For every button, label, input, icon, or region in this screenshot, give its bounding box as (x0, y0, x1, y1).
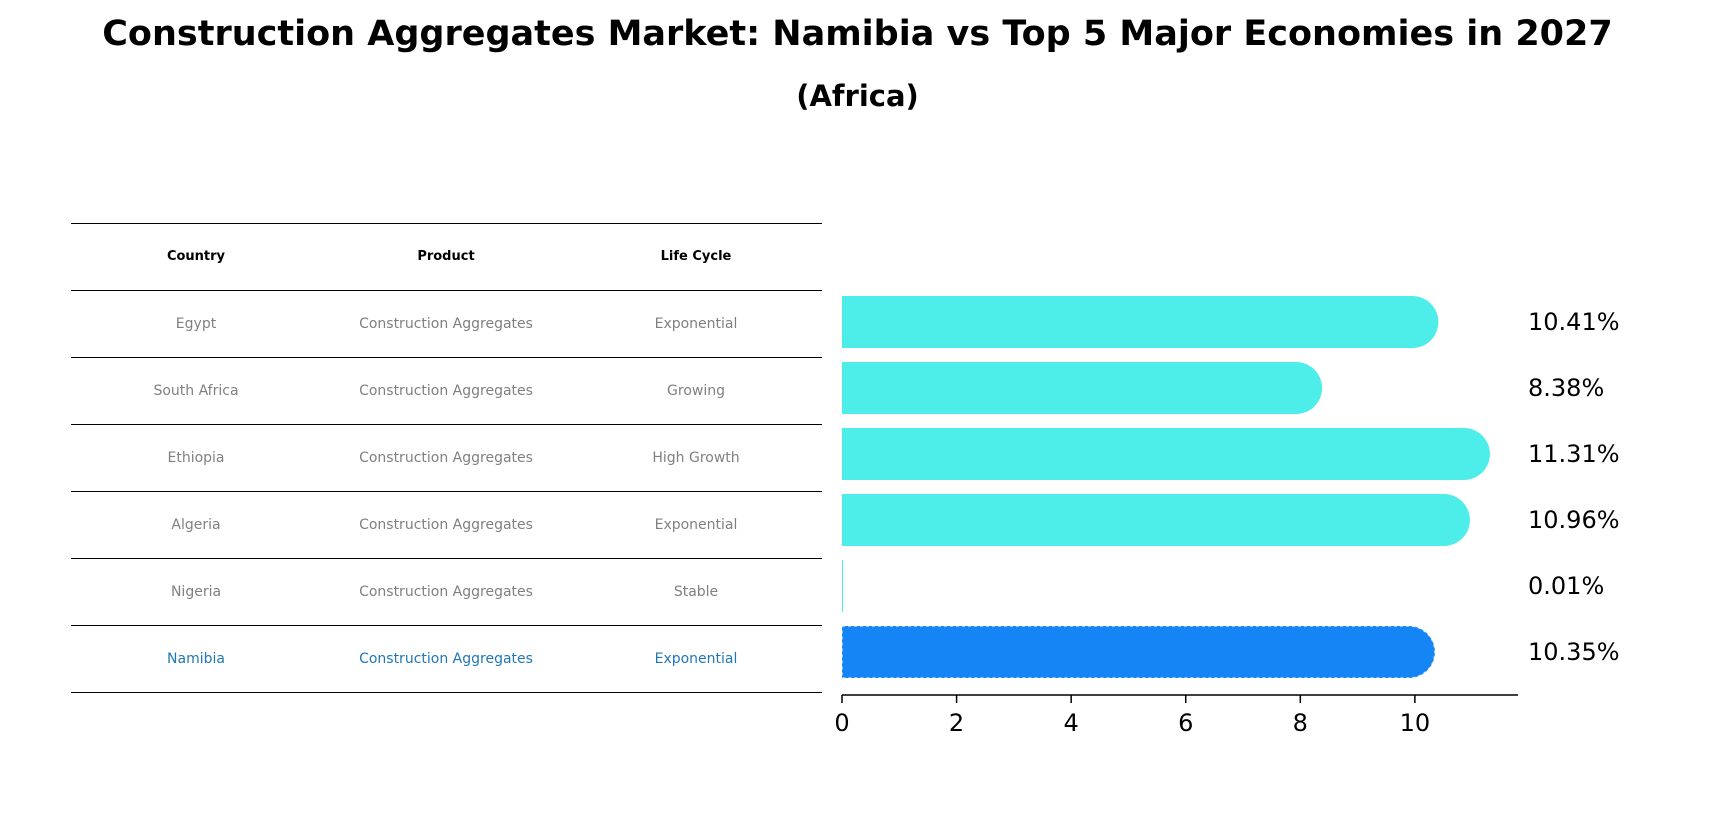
cell-product: Construction Aggregates (359, 316, 533, 332)
bar-south-africa (842, 362, 1323, 414)
cell-country: Algeria (171, 517, 221, 533)
bar-highlight-outline (841, 625, 1436, 679)
table-row: South Africa Construction Aggregates Gro… (71, 357, 822, 424)
cell-product: Construction Aggregates (359, 383, 533, 399)
cell-life-cycle: Exponential (654, 651, 738, 667)
value-label: 10.41% (1528, 308, 1620, 336)
chart-title: Construction Aggregates Market: Namibia … (102, 14, 1613, 54)
cell-country: Egypt (175, 316, 217, 332)
bar-egypt (842, 296, 1439, 348)
value-label: 8.38% (1528, 374, 1604, 402)
table-row: Egypt Construction Aggregates Exponentia… (71, 290, 822, 357)
bar-nigeria (842, 560, 843, 612)
cell-country: Namibia (167, 651, 225, 667)
cell-country: Ethiopia (167, 450, 225, 466)
cell-product: Construction Aggregates (359, 517, 533, 533)
bar-namibia (842, 626, 1435, 678)
x-tick-label: 4 (1064, 709, 1079, 737)
x-tick-label: 8 (1293, 709, 1308, 737)
x-tick-label: 10 (1400, 709, 1431, 737)
cell-life-cycle: Stable (673, 584, 719, 600)
cell-product: Construction Aggregates (359, 450, 533, 466)
table-row: Nigeria Construction Aggregates Stable (71, 558, 822, 625)
header-country: Country (166, 249, 226, 264)
value-label: 0.01% (1528, 572, 1604, 600)
header-life-cycle: Life Cycle (660, 249, 732, 264)
value-label: 11.31% (1528, 440, 1620, 468)
x-tick-label: 6 (1178, 709, 1193, 737)
bar-algeria (842, 494, 1470, 546)
chart-subtitle: (Africa) (796, 79, 919, 113)
table-row-highlighted: Namibia Construction Aggregates Exponent… (71, 625, 822, 693)
x-tick-label: 2 (949, 709, 964, 737)
cell-life-cycle: Exponential (654, 517, 738, 533)
value-label: 10.35% (1528, 638, 1620, 666)
header-product: Product (417, 249, 475, 264)
cell-product: Construction Aggregates (359, 584, 533, 600)
table-header-row: Country Product Life Cycle (71, 223, 822, 290)
comparison-table: Country Product Life Cycle Egypt Constru… (71, 223, 822, 693)
cell-country: South Africa (153, 383, 239, 399)
cell-country: Nigeria (170, 584, 222, 600)
x-tick-label: 0 (834, 709, 849, 737)
cell-life-cycle: Exponential (654, 316, 738, 332)
cell-product: Construction Aggregates (359, 651, 533, 667)
value-label: 10.96% (1528, 506, 1620, 534)
table-row: Algeria Construction Aggregates Exponent… (71, 491, 822, 558)
bar-ethiopia (842, 428, 1490, 480)
cell-life-cycle: Growing (667, 383, 725, 399)
table-row: Ethiopia Construction Aggregates High Gr… (71, 424, 822, 491)
cell-life-cycle: High Growth (652, 450, 740, 466)
